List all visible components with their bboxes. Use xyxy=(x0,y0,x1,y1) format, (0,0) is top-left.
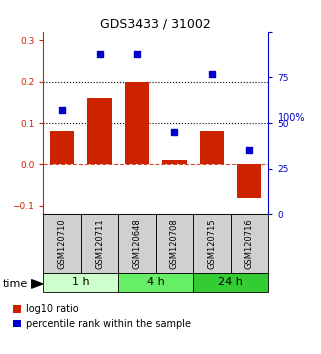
FancyBboxPatch shape xyxy=(118,273,193,292)
Title: GDS3433 / 31002: GDS3433 / 31002 xyxy=(100,18,211,31)
FancyBboxPatch shape xyxy=(43,273,118,292)
FancyBboxPatch shape xyxy=(156,214,193,273)
Text: 24 h: 24 h xyxy=(218,277,243,287)
Text: GSM120708: GSM120708 xyxy=(170,218,179,269)
Text: 4 h: 4 h xyxy=(147,277,165,287)
Bar xyxy=(200,131,224,165)
Text: GSM120710: GSM120710 xyxy=(57,218,66,269)
Bar xyxy=(50,131,74,165)
Y-axis label: 100%: 100% xyxy=(278,113,305,123)
Point xyxy=(134,51,140,57)
FancyBboxPatch shape xyxy=(193,214,230,273)
Bar xyxy=(162,160,187,165)
FancyBboxPatch shape xyxy=(81,214,118,273)
FancyBboxPatch shape xyxy=(43,214,81,273)
Polygon shape xyxy=(31,280,43,288)
Legend: log10 ratio, percentile rank within the sample: log10 ratio, percentile rank within the … xyxy=(11,302,193,331)
Text: GSM120715: GSM120715 xyxy=(207,218,216,269)
FancyBboxPatch shape xyxy=(230,214,268,273)
Bar xyxy=(87,98,112,165)
Text: GSM120716: GSM120716 xyxy=(245,218,254,269)
FancyBboxPatch shape xyxy=(193,273,268,292)
Text: GSM120711: GSM120711 xyxy=(95,218,104,269)
Point xyxy=(247,148,252,153)
Text: 1 h: 1 h xyxy=(72,277,90,287)
Point xyxy=(97,51,102,57)
Point xyxy=(209,71,214,76)
Point xyxy=(59,107,65,113)
Text: GSM120648: GSM120648 xyxy=(133,218,142,269)
Point xyxy=(172,129,177,135)
FancyBboxPatch shape xyxy=(118,214,156,273)
Text: time: time xyxy=(3,279,29,289)
Bar xyxy=(125,81,149,165)
Bar xyxy=(237,165,262,198)
